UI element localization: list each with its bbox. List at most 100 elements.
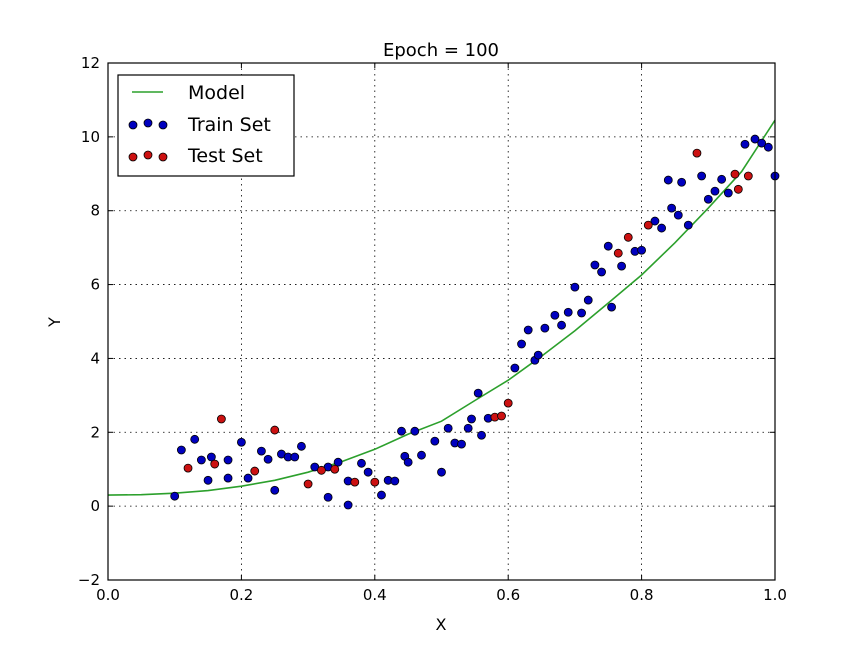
- train-point: [550, 310, 560, 320]
- train-point: [467, 414, 476, 424]
- y-tick-label: 10: [81, 128, 100, 146]
- train-point: [637, 245, 646, 255]
- test-point: [743, 171, 753, 181]
- train-point: [290, 452, 300, 462]
- x-axis-ticks: 0.0 0.2 0.4 0.6 0.8 1.0: [96, 63, 787, 604]
- test-point: [330, 464, 340, 474]
- legend-train-markers-icon: [128, 118, 168, 130]
- test-point: [216, 414, 226, 424]
- train-point: [223, 473, 233, 483]
- train-point: [697, 171, 707, 181]
- model-line: [107, 119, 776, 496]
- train-point: [377, 490, 386, 500]
- test-point: [623, 232, 633, 242]
- y-tick-label: 2: [90, 423, 100, 441]
- train-point: [683, 220, 693, 230]
- test-point: [613, 248, 623, 258]
- train-point: [170, 491, 180, 501]
- test-point: [497, 411, 506, 421]
- train-point: [236, 437, 246, 447]
- train-point: [617, 261, 626, 271]
- legend: Model Train Set Test Set: [117, 74, 295, 177]
- test-point: [270, 425, 280, 435]
- train-point: [750, 134, 760, 144]
- train-point: [677, 177, 687, 187]
- train-point: [577, 308, 586, 318]
- train-point: [667, 203, 677, 213]
- x-tick-label: 0.4: [363, 586, 387, 604]
- train-point: [463, 423, 473, 433]
- chart-title: Epoch = 100: [383, 40, 499, 61]
- train-point: [323, 492, 333, 502]
- test-point: [730, 169, 740, 179]
- train-point: [477, 430, 486, 440]
- legend-marker: [143, 118, 153, 128]
- x-tick-label: 0.8: [630, 586, 654, 604]
- legend-marker: [128, 120, 138, 130]
- y-tick-label: 0: [90, 497, 100, 515]
- train-point: [663, 175, 673, 185]
- train-point: [343, 500, 353, 510]
- train-point: [190, 434, 200, 444]
- legend-test-markers-icon: [128, 150, 168, 162]
- model-curve: [107, 119, 776, 496]
- y-tick-label: 12: [81, 54, 100, 72]
- test-point: [183, 463, 193, 473]
- train-point: [540, 323, 550, 333]
- train-point: [673, 210, 683, 220]
- train-point: [437, 467, 446, 477]
- train-point: [523, 325, 533, 335]
- y-tick-label: 4: [90, 349, 100, 367]
- train-point: [397, 426, 406, 436]
- train-point: [740, 139, 750, 149]
- x-tick-label: 0.2: [229, 586, 253, 604]
- legend-marker: [158, 152, 168, 162]
- train-point: [570, 282, 580, 292]
- legend-label-test: Test Set: [187, 145, 263, 167]
- train-point: [533, 350, 543, 360]
- train-point: [333, 457, 343, 467]
- plot-frame: [107, 62, 776, 581]
- train-point: [473, 388, 483, 398]
- test-set-points: [183, 148, 753, 489]
- y-axis-label: Y: [45, 317, 64, 328]
- x-tick-label: 1.0: [763, 586, 787, 604]
- train-point: [583, 295, 593, 305]
- train-point: [257, 446, 266, 456]
- test-point: [733, 184, 743, 194]
- train-point: [403, 457, 413, 467]
- train-set-points: [170, 134, 780, 510]
- legend-label-model: Model: [188, 82, 245, 104]
- legend-label-train: Train Set: [187, 114, 271, 136]
- test-point: [643, 220, 653, 230]
- train-point: [263, 454, 273, 464]
- train-point: [517, 339, 526, 349]
- y-axis-ticks: −2 0 2 4 6 8 10 12: [78, 54, 775, 589]
- test-point: [317, 465, 326, 475]
- y-tick-label: 6: [90, 276, 100, 294]
- train-point: [363, 467, 373, 477]
- train-point: [417, 450, 426, 460]
- train-point: [723, 188, 733, 198]
- test-point: [692, 148, 702, 158]
- train-point: [650, 216, 660, 226]
- train-point: [510, 363, 520, 373]
- test-point: [303, 479, 313, 489]
- test-point: [350, 477, 360, 487]
- x-tick-label: 0.0: [96, 586, 120, 604]
- x-tick-label: 0.6: [496, 586, 520, 604]
- train-point: [443, 423, 453, 433]
- train-point: [557, 320, 566, 330]
- train-point: [710, 186, 720, 196]
- train-point: [203, 475, 213, 485]
- y-tick-label: 8: [90, 202, 100, 220]
- train-point: [563, 307, 573, 317]
- legend-marker: [128, 152, 138, 162]
- y-tick-label: −2: [78, 571, 100, 589]
- train-point: [206, 452, 216, 462]
- train-point: [390, 476, 400, 486]
- test-point: [210, 459, 220, 469]
- train-point: [597, 267, 606, 277]
